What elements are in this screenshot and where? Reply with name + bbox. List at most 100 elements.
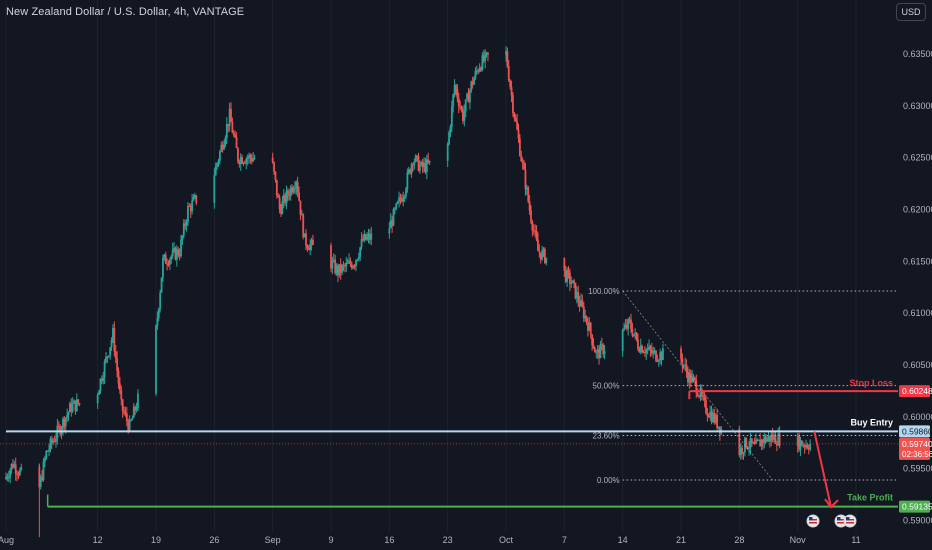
candle-body bbox=[121, 399, 124, 411]
candle-body bbox=[764, 436, 767, 442]
candle-body bbox=[52, 440, 55, 443]
candle-body bbox=[5, 476, 7, 480]
candle-body bbox=[66, 414, 69, 418]
candle-body bbox=[312, 239, 314, 246]
candle-body bbox=[342, 265, 345, 267]
candle-body bbox=[478, 67, 481, 72]
flag-icon-stripe bbox=[809, 522, 817, 524]
take-profit-price-tag: 0.59135 bbox=[902, 502, 932, 512]
buy-entry-price-tag-bg bbox=[899, 425, 930, 438]
flag-icon-stripe bbox=[809, 519, 817, 521]
candle-body bbox=[120, 390, 123, 400]
candle-body bbox=[484, 52, 487, 62]
candle-body bbox=[598, 349, 600, 359]
candle-body bbox=[417, 155, 420, 171]
candle-body bbox=[693, 377, 696, 381]
candle-body bbox=[414, 155, 417, 162]
candle-body bbox=[448, 132, 450, 145]
candle-body bbox=[528, 201, 531, 211]
candle-body bbox=[648, 346, 650, 350]
candle-body bbox=[214, 166, 217, 176]
candle-body bbox=[185, 221, 188, 226]
candle-body bbox=[45, 450, 48, 459]
candle-body bbox=[802, 445, 805, 447]
candle-body bbox=[684, 364, 687, 366]
candle-body bbox=[159, 292, 162, 309]
candle-body bbox=[742, 452, 745, 454]
candle-body bbox=[239, 157, 242, 165]
candle-body bbox=[249, 155, 252, 159]
candle-body bbox=[155, 325, 157, 394]
candle-body bbox=[193, 195, 196, 198]
candle-body bbox=[228, 108, 231, 127]
candle-body bbox=[309, 244, 312, 250]
candle-body bbox=[59, 426, 62, 435]
candle-body bbox=[588, 322, 591, 331]
candle-body bbox=[117, 370, 120, 384]
candle-body bbox=[346, 262, 349, 264]
candle-body bbox=[406, 172, 409, 190]
time-tick-label: 28 bbox=[734, 535, 744, 545]
projection-arrow bbox=[813, 431, 839, 509]
candle-body bbox=[696, 392, 699, 396]
candle-body bbox=[473, 78, 475, 85]
candle-body bbox=[343, 265, 346, 267]
candle-body bbox=[777, 433, 780, 446]
candle-body bbox=[398, 197, 400, 202]
candle-body bbox=[702, 396, 705, 398]
candle-body bbox=[367, 234, 370, 237]
candle-body bbox=[689, 372, 692, 383]
candle-body bbox=[806, 445, 809, 448]
candle-body bbox=[452, 94, 455, 107]
candle-body bbox=[46, 450, 49, 452]
candle-body bbox=[413, 161, 416, 165]
candle-body bbox=[57, 425, 60, 427]
candle-body bbox=[124, 412, 127, 414]
candle-body bbox=[530, 210, 532, 222]
candle-body bbox=[514, 118, 517, 121]
candle-body bbox=[542, 248, 545, 251]
candle-body bbox=[523, 162, 525, 170]
candle-body bbox=[771, 434, 774, 440]
candle-body bbox=[407, 169, 410, 173]
currency-button[interactable]: USD bbox=[896, 3, 926, 21]
candle-body bbox=[566, 269, 569, 282]
candle-body bbox=[699, 389, 702, 397]
time-tick-label: 12 bbox=[93, 535, 103, 545]
candle-body bbox=[17, 474, 20, 476]
candle-body bbox=[14, 464, 17, 474]
countdown-tag: 02:36:56 bbox=[902, 450, 932, 459]
candle-body bbox=[310, 239, 313, 245]
candle-body bbox=[527, 187, 530, 202]
candle-body bbox=[292, 189, 295, 193]
candle-body bbox=[188, 205, 191, 207]
candle-body bbox=[299, 200, 302, 215]
candle-body bbox=[749, 438, 752, 448]
candle-body bbox=[534, 230, 537, 232]
candle-body bbox=[656, 360, 659, 362]
flag-icon-stripe bbox=[846, 519, 854, 521]
candle-body bbox=[287, 190, 289, 196]
candle-body bbox=[645, 349, 648, 354]
candle-body bbox=[756, 439, 759, 441]
candle-body bbox=[517, 129, 520, 139]
candle-body bbox=[467, 93, 470, 103]
candle-body bbox=[291, 187, 294, 193]
time-axis[interactable]: Aug 12 19 26 Sep 9 16 23 Oct 7 14 21 28 Nov 11 bbox=[0, 535, 861, 545]
candle-body bbox=[595, 352, 598, 354]
candle-body bbox=[246, 158, 249, 160]
candle-body bbox=[277, 195, 280, 198]
fib-level-label: 100.00% bbox=[588, 287, 620, 296]
candle-body bbox=[485, 52, 488, 54]
candle-body bbox=[241, 157, 244, 164]
stop-loss-label: Stop Loss bbox=[849, 378, 893, 388]
candle-body bbox=[480, 67, 482, 71]
candle-body bbox=[589, 322, 592, 335]
candle-body bbox=[425, 159, 428, 173]
candle-body bbox=[759, 439, 762, 447]
candle-body bbox=[585, 315, 588, 323]
